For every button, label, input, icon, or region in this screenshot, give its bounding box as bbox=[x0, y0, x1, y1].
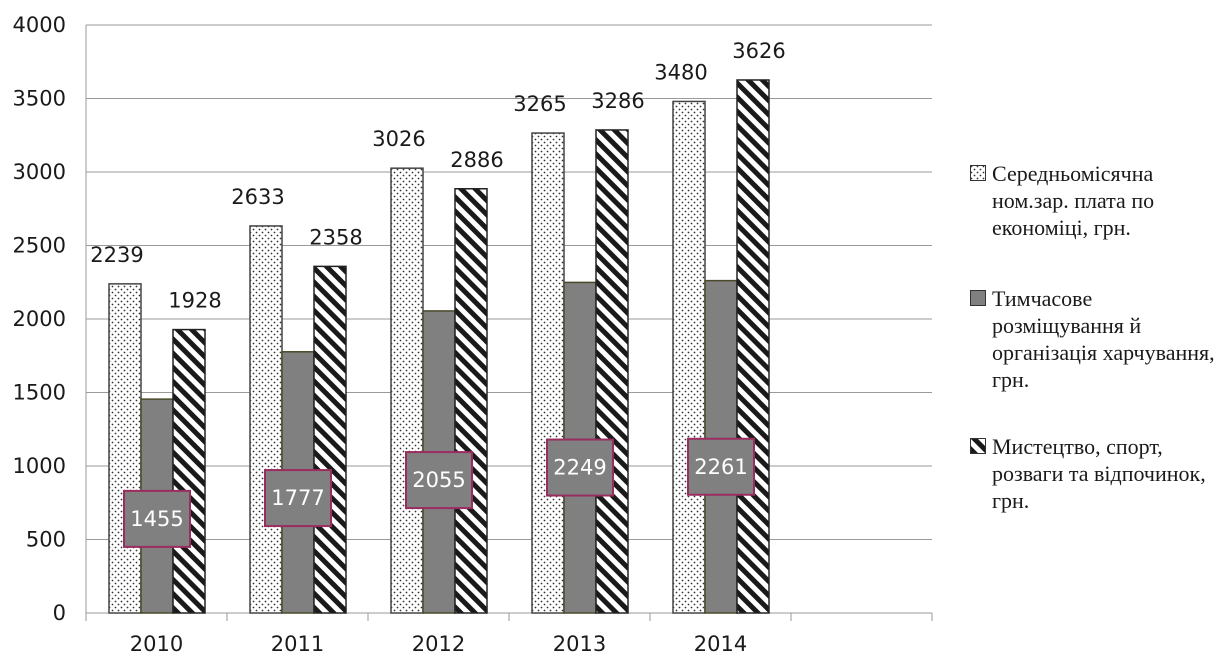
legend-swatch-dots bbox=[970, 165, 986, 181]
legend-label: Тимчасове розміщування й організація хар… bbox=[992, 286, 1215, 392]
x-tick-label: 2013 bbox=[553, 632, 606, 656]
y-tick-label: 0 bbox=[53, 601, 66, 625]
y-tick-label: 3500 bbox=[13, 87, 66, 111]
data-label-box: 2249 bbox=[546, 438, 614, 497]
legend-label: Середньомісячна ном.зар. плата по економ… bbox=[992, 161, 1155, 240]
data-label-box-frame bbox=[546, 438, 614, 497]
data-label: 3026 bbox=[372, 127, 425, 151]
data-label: 2055 bbox=[412, 468, 465, 492]
bar-arts-sports-2014 bbox=[736, 79, 770, 614]
y-tick-label: 3000 bbox=[13, 160, 66, 184]
y-tick-label: 2500 bbox=[13, 234, 66, 258]
bar-arts-sports-2010 bbox=[172, 328, 206, 614]
bar-avg-salary-2012 bbox=[390, 167, 424, 614]
legend: Середньомісячна ном.зар. плата по економ… bbox=[970, 160, 1216, 558]
data-labels: 2239 1455 1928 2633 1777 2358 3026 2055 2886 3265… bbox=[90, 39, 786, 548]
data-label: 2239 bbox=[90, 243, 143, 267]
legend-swatch-stripes bbox=[970, 438, 986, 454]
legend-item-series-3: Мистецтво, спорт, розваги та відпочинок,… bbox=[970, 433, 1216, 514]
legend-item-series-2: Тимчасове розміщування й організація хар… bbox=[970, 285, 1216, 393]
data-label: 1455 bbox=[130, 507, 183, 531]
data-label: 2633 bbox=[231, 185, 284, 209]
data-label-box-frame bbox=[123, 489, 191, 548]
data-label-box: 2055 bbox=[405, 451, 473, 510]
data-label: 3626 bbox=[732, 39, 785, 63]
y-tick-label: 4000 bbox=[13, 13, 66, 37]
y-tick-label: 500 bbox=[26, 528, 66, 552]
legend-label: Мистецтво, спорт, розваги та відпочинок,… bbox=[992, 434, 1206, 513]
data-label-box: 2261 bbox=[687, 437, 755, 496]
bar-arts-sports-2012 bbox=[454, 188, 488, 614]
bar-avg-salary-2011 bbox=[249, 225, 283, 614]
x-tick-label: 2012 bbox=[412, 632, 465, 656]
bars bbox=[108, 79, 770, 614]
data-label-box: 1455 bbox=[123, 489, 191, 548]
data-label-box-frame bbox=[405, 451, 473, 510]
axes: 0 500 1000 1500 2000 2500 3000 3500 4000 2010 2011… bbox=[13, 13, 933, 656]
x-tick-label: 2014 bbox=[694, 632, 747, 656]
gridlines bbox=[86, 24, 932, 540]
data-label: 2358 bbox=[309, 225, 362, 249]
data-label-box-frame bbox=[264, 469, 332, 528]
y-tick-label: 1500 bbox=[13, 381, 66, 405]
bar-arts-sports-2011 bbox=[313, 265, 347, 614]
y-tick-label: 2000 bbox=[13, 307, 66, 331]
data-label: 2886 bbox=[450, 148, 503, 172]
data-label: 2261 bbox=[694, 455, 747, 479]
bar-avg-salary-2013 bbox=[531, 132, 565, 614]
data-label: 3286 bbox=[591, 89, 644, 113]
legend-swatch-solid bbox=[970, 290, 986, 306]
data-label-box: 1777 bbox=[264, 469, 332, 528]
data-label: 1777 bbox=[271, 486, 324, 510]
bar-avg-salary-2014 bbox=[672, 100, 706, 614]
bar-avg-salary-2010 bbox=[108, 283, 142, 614]
data-label: 3265 bbox=[513, 92, 566, 116]
data-label: 1928 bbox=[168, 289, 221, 313]
legend-item-series-1: Середньомісячна ном.зар. плата по економ… bbox=[970, 160, 1216, 241]
data-label-box-frame bbox=[687, 437, 755, 496]
x-tick-label: 2011 bbox=[271, 632, 324, 656]
bar-arts-sports-2013 bbox=[595, 129, 629, 614]
data-label: 3480 bbox=[654, 60, 707, 84]
y-tick-label: 1000 bbox=[13, 454, 66, 478]
data-label: 2249 bbox=[553, 456, 606, 480]
x-tick-label: 2010 bbox=[130, 632, 183, 656]
